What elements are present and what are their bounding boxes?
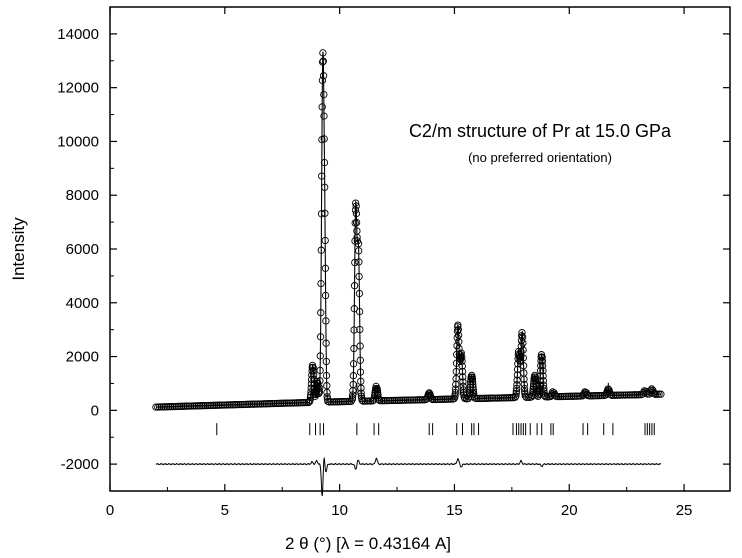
axis-ticks: 0 5 10 15 20 25 -2000 0 2000 4000 6000 8000 10000 120… (57, 6, 730, 519)
x-tick-label: 5 (221, 502, 229, 519)
x-tick-label: 20 (561, 502, 578, 519)
reflection-markers (216, 382, 655, 436)
observed-series (152, 49, 665, 411)
x-tick-label: 15 (446, 502, 463, 519)
y-tick-label: 0 (91, 402, 99, 419)
y-tick-label: 8000 (66, 187, 99, 204)
x-tick-label: 0 (106, 502, 114, 519)
y-tick-label: 12000 (57, 80, 99, 97)
y-tick-label: -2000 (61, 456, 99, 473)
x-tick-label: 10 (331, 502, 348, 519)
x-axis-label: 2 θ (°) [λ = 0.43164 A] (285, 534, 451, 553)
y-axis-label: Intensity (9, 217, 28, 281)
y-tick-label: 14000 (57, 26, 99, 43)
x-tick-label: 25 (676, 502, 693, 519)
calculated-series (155, 51, 662, 408)
calculated-line (155, 51, 662, 408)
y-tick-label: 6000 (66, 241, 99, 258)
y-tick-label: 2000 (66, 349, 99, 366)
plot-annotation-subtitle: (no preferred orientation) (468, 150, 612, 165)
y-tick-label: 10000 (57, 133, 99, 150)
difference-series (155, 456, 662, 496)
y-tick-label: 4000 (66, 295, 99, 312)
plot-frame (109, 6, 731, 492)
difference-line (155, 456, 662, 496)
plot-annotation: C2/m structure of Pr at 15.0 GPa (409, 121, 672, 141)
